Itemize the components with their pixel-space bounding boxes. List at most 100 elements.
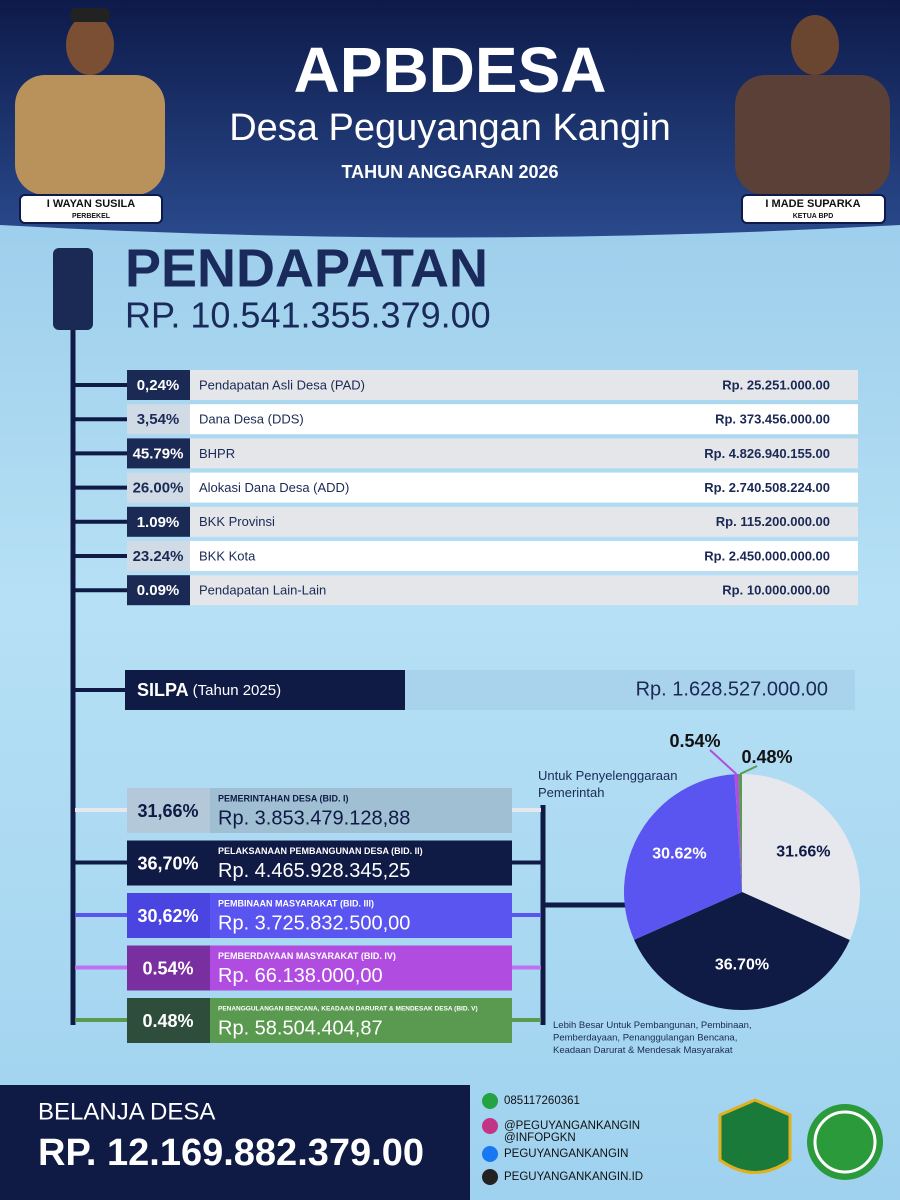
- item-amount: Rp. 4.465.928.345,25: [218, 860, 410, 882]
- pct: 30,62%: [137, 906, 198, 926]
- trunk-head: [53, 248, 93, 330]
- item-amount: Rp. 58.504.404,87: [218, 1017, 383, 1039]
- silpa-year: (Tahun 2025): [193, 682, 281, 699]
- section-title: PENDAPATAN: [125, 238, 488, 298]
- pie-slice: [734, 774, 742, 892]
- pct-box: [127, 472, 190, 503]
- header-band: [0, 0, 900, 238]
- row-label: BKK Provinsi: [199, 514, 275, 529]
- name-box: [19, 194, 163, 224]
- pie-slice: [624, 774, 742, 940]
- item-name: PENANGGULANGAN BENCANA, KEADAAN DARURAT …: [218, 1006, 478, 1013]
- row-amount: Rp. 373.456.000.00: [715, 412, 830, 427]
- pie-slice: [742, 774, 860, 940]
- row-bg: [190, 472, 858, 503]
- silpa-label: SILPA: [137, 680, 189, 700]
- annotation: Untuk Penyelenggaraan Pemerintah: [538, 768, 678, 800]
- right-photo: [735, 15, 890, 195]
- item-name: PEMBINAAN MASYARAKAT (BID. III): [218, 898, 374, 908]
- pct-box: [127, 438, 190, 469]
- row-label: Pendapatan Lain-Lain: [199, 583, 326, 598]
- item-name: PELAKSANAAN PEMBANGUNAN DESA (BID. II): [218, 846, 423, 856]
- pct-box: [127, 370, 190, 400]
- row-amount: Rp. 2.450.000.000.00: [704, 548, 830, 563]
- row-bg: [190, 438, 858, 469]
- pct: 3,54%: [137, 411, 180, 428]
- footer-total-box: [0, 1085, 470, 1200]
- pct-box: [127, 575, 190, 606]
- pct-box: [127, 541, 190, 571]
- row-label: Dana Desa (DDS): [199, 412, 304, 427]
- silpa-amount: Rp. 1.628.527.000.00: [636, 678, 828, 700]
- row-bg: [190, 506, 858, 537]
- pct-box: [127, 506, 190, 537]
- pct-box: [127, 893, 210, 938]
- pie-label: 0.54%: [669, 731, 720, 751]
- contact-icon: [482, 1169, 498, 1185]
- silpa-label: SILPA (Tahun 2025): [137, 680, 281, 700]
- row-amount: Rp. 4.826.940.155.00: [704, 446, 830, 461]
- pie-slice: [634, 892, 850, 1010]
- section-total: RP. 10.541.355.379.00: [125, 295, 491, 336]
- row-bg: [190, 404, 858, 435]
- person-role: PERBEKEL: [72, 213, 111, 220]
- item-box: [210, 840, 512, 886]
- pct-box: [127, 404, 190, 435]
- total-amount: RP. 12.169.882.379.00: [38, 1132, 424, 1174]
- row-bg: [190, 575, 858, 606]
- row-amount: Rp. 115.200.000.00: [716, 514, 830, 529]
- annotation: Lebih Besar Untuk Pembangunan, Pembinaan…: [553, 1020, 752, 1056]
- person-role: KETUA BPD: [793, 213, 834, 220]
- name-box: [741, 194, 886, 224]
- row-amount: Rp. 2.740.508.224.00: [704, 480, 830, 495]
- pct-box: [127, 788, 210, 833]
- pie-leader: [739, 765, 758, 775]
- pie-label: 0.48%: [741, 747, 792, 767]
- pie-slice: [738, 774, 742, 892]
- year: TAHUN ANGGARAN 2026: [341, 162, 558, 182]
- row-amount: Rp. 25.251.000.00: [722, 377, 830, 392]
- left-photo: [15, 8, 165, 195]
- item-name: PEMERINTAHAN DESA (BID. I): [218, 793, 349, 803]
- pct-box: [127, 945, 210, 991]
- pct-box: [127, 840, 210, 886]
- total-label: BELANJA DESA: [38, 1098, 215, 1125]
- pct: 0.54%: [142, 958, 193, 978]
- pct: 0.48%: [142, 1011, 193, 1031]
- subtitle: Desa Peguyangan Kangin: [229, 107, 671, 149]
- contact: @PEGUYANGANKANGIN: [504, 1120, 640, 1132]
- item-amount: Rp. 3.725.832.500,00: [218, 912, 410, 934]
- pct: 31,66%: [137, 801, 198, 821]
- row-label: Alokasi Dana Desa (ADD): [199, 480, 349, 495]
- row-bg: [190, 370, 858, 400]
- silpa-amount-box: [405, 670, 855, 710]
- pct: 0.09%: [137, 582, 180, 599]
- pct: 23.24%: [133, 548, 184, 565]
- row-label: BHPR: [199, 446, 235, 461]
- contact-icon: [482, 1093, 498, 1109]
- logo: [718, 1098, 883, 1180]
- person-name: I MADE SUPARKA: [765, 198, 860, 210]
- row-label: Pendapatan Asli Desa (PAD): [199, 377, 365, 392]
- pie-leader: [709, 749, 738, 775]
- item-box: [210, 945, 512, 991]
- contact-icon: [482, 1118, 498, 1134]
- pie-label: 36.70%: [715, 956, 769, 973]
- row-bg: [190, 541, 858, 571]
- item-amount: Rp. 66.138.000,00: [218, 965, 383, 987]
- item-name: PEMBERDAYAAN MASYARAKAT (BID. IV): [218, 951, 396, 961]
- contact: 085117260361: [504, 1095, 580, 1107]
- contact-icon: [482, 1146, 498, 1162]
- title: APBDESA: [294, 34, 607, 106]
- contact: @INFOPGKN: [504, 1132, 576, 1144]
- pct-box: [127, 998, 210, 1043]
- pie-label: 31.66%: [776, 843, 830, 860]
- pct: 26.00%: [133, 480, 184, 497]
- row-amount: Rp. 10.000.000.00: [722, 583, 830, 598]
- pct: 45.79%: [133, 445, 184, 462]
- pct: 0,24%: [137, 377, 180, 394]
- pct: 1.09%: [137, 514, 180, 531]
- item-amount: Rp. 3.853.479.128,88: [218, 807, 410, 829]
- silpa-box: [125, 670, 405, 710]
